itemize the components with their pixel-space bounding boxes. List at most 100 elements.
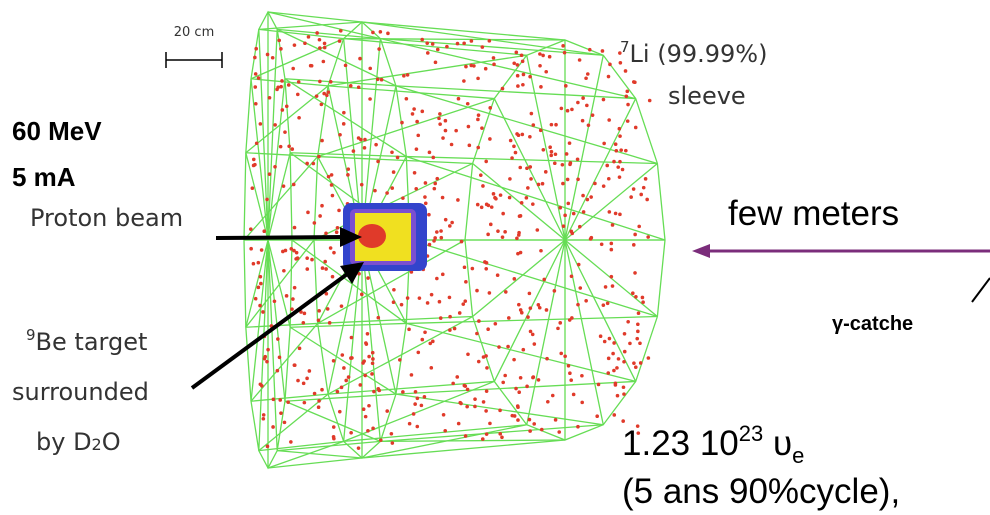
- event-dot: [549, 154, 553, 158]
- event-dot: [634, 295, 638, 299]
- event-dot: [501, 381, 505, 385]
- event-dot: [371, 361, 375, 365]
- event-dot: [528, 165, 532, 169]
- event-dot: [618, 127, 622, 131]
- event-dot: [362, 359, 366, 363]
- event-dot: [519, 376, 523, 380]
- event-dot: [548, 145, 552, 149]
- event-dot: [562, 224, 566, 228]
- event-dot: [503, 230, 507, 234]
- event-dot: [576, 425, 580, 429]
- event-dot: [278, 356, 282, 360]
- event-dot: [376, 160, 380, 164]
- event-dot: [608, 63, 612, 67]
- event-dot: [305, 256, 309, 260]
- event-dot: [537, 303, 541, 307]
- event-dot: [414, 390, 418, 394]
- exponent: 23: [739, 421, 763, 446]
- event-dot: [310, 258, 314, 262]
- event-dot: [569, 378, 573, 382]
- event-dot: [323, 42, 327, 46]
- event-dot: [528, 292, 532, 296]
- event-dot: [484, 267, 488, 271]
- event-dot: [540, 428, 544, 432]
- event-dot: [636, 322, 640, 326]
- event-dot: [537, 378, 541, 382]
- event-dot: [303, 401, 307, 405]
- event-dot: [287, 144, 291, 148]
- event-dot: [371, 357, 375, 361]
- event-dot: [266, 53, 270, 57]
- event-dot: [249, 247, 253, 251]
- edge: [380, 425, 603, 442]
- event-dot: [327, 90, 331, 94]
- event-dot: [349, 84, 353, 88]
- event-dot: [454, 129, 458, 133]
- superscript: 9: [26, 326, 36, 344]
- event-dot: [475, 289, 479, 293]
- event-dot: [608, 210, 612, 214]
- edge: [277, 451, 362, 458]
- event-dot: [290, 307, 294, 311]
- event-dot: [289, 440, 293, 444]
- event-dot: [488, 39, 492, 43]
- event-dot: [358, 383, 362, 387]
- event-dot: [563, 51, 567, 55]
- event-dot: [380, 78, 384, 82]
- event-dot: [532, 375, 536, 379]
- event-dot: [639, 193, 643, 197]
- event-dot: [632, 187, 636, 191]
- event-dot: [525, 196, 529, 200]
- edge: [362, 22, 565, 40]
- event-dot: [616, 394, 620, 398]
- event-dot: [255, 141, 259, 145]
- event-dot: [453, 327, 457, 331]
- event-dot: [358, 57, 362, 61]
- event-dot: [278, 398, 282, 402]
- event-dot: [602, 184, 606, 188]
- event-dot: [344, 379, 348, 383]
- event-dot: [626, 320, 630, 324]
- event-dot: [587, 123, 591, 127]
- event-dot: [279, 85, 283, 89]
- event-dot: [641, 296, 645, 300]
- event-dot: [379, 30, 383, 34]
- event-dot: [328, 321, 332, 325]
- event-dot: [257, 261, 261, 265]
- event-dot: [444, 218, 448, 222]
- event-dot: [326, 307, 330, 311]
- event-dot: [435, 230, 439, 234]
- event-dot: [303, 41, 307, 45]
- event-dot: [265, 360, 269, 364]
- event-dot: [456, 42, 460, 46]
- event-dot: [637, 225, 641, 229]
- edge: [328, 55, 527, 86]
- event-dot: [536, 228, 540, 232]
- flux-line1: 1.23 1023 υe: [622, 421, 804, 468]
- event-dot: [262, 229, 266, 233]
- event-dot: [276, 337, 280, 341]
- subscript: e: [792, 443, 804, 468]
- event-dot: [468, 144, 472, 148]
- event-dot: [645, 198, 649, 202]
- sleeve-material: 7Li (99.99%): [620, 38, 767, 68]
- event-dot: [362, 407, 366, 411]
- event-dot: [298, 347, 302, 351]
- event-dot: [538, 52, 542, 56]
- event-dot: [618, 134, 622, 138]
- event-dot: [615, 366, 619, 370]
- event-dot: [331, 194, 335, 198]
- event-dot: [614, 142, 618, 146]
- event-dot: [531, 333, 535, 337]
- event-dot: [370, 372, 374, 376]
- target-line2: surrounded: [12, 378, 149, 406]
- event-dot: [342, 366, 346, 370]
- event-dot: [612, 160, 616, 164]
- event-dot: [287, 83, 291, 87]
- event-dot: [377, 47, 381, 51]
- event-dot: [476, 146, 480, 150]
- event-dot: [280, 79, 284, 83]
- spoke: [565, 240, 636, 381]
- event-dot: [494, 322, 498, 326]
- event-dot: [624, 149, 628, 153]
